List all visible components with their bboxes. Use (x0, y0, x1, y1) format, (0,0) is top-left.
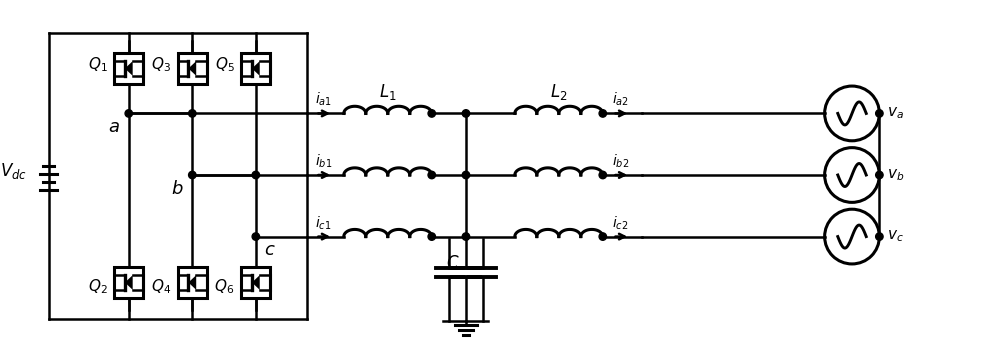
Text: $v_a$: $v_a$ (887, 106, 904, 121)
Circle shape (189, 171, 196, 179)
Bar (241, 267, 270, 298)
Circle shape (252, 233, 260, 240)
Text: $v_c$: $v_c$ (887, 229, 904, 244)
Circle shape (125, 110, 132, 117)
Circle shape (462, 171, 470, 179)
Text: $a$: $a$ (108, 118, 120, 136)
Text: $C$: $C$ (446, 254, 459, 272)
Text: $Q_3$: $Q_3$ (151, 55, 171, 74)
Circle shape (599, 233, 606, 240)
Text: $Q_1$: $Q_1$ (88, 55, 107, 74)
Circle shape (189, 110, 196, 117)
Text: $i_{c2}$: $i_{c2}$ (612, 214, 629, 232)
Text: $L_1$: $L_1$ (379, 82, 397, 102)
Text: $Q_6$: $Q_6$ (214, 277, 234, 296)
Text: $i_{a1}$: $i_{a1}$ (315, 91, 332, 108)
Text: $i_{b2}$: $i_{b2}$ (612, 153, 629, 170)
Circle shape (876, 233, 883, 240)
Circle shape (428, 110, 435, 117)
Text: $v_b$: $v_b$ (887, 167, 904, 183)
Polygon shape (188, 275, 196, 290)
Text: $i_{b1}$: $i_{b1}$ (315, 153, 332, 170)
Text: $L_2$: $L_2$ (550, 82, 568, 102)
Polygon shape (252, 275, 260, 290)
Text: $i_{c1}$: $i_{c1}$ (315, 214, 331, 232)
Circle shape (428, 171, 435, 179)
Polygon shape (252, 61, 260, 76)
Circle shape (462, 233, 470, 240)
Polygon shape (188, 61, 196, 76)
Circle shape (599, 110, 606, 117)
Text: $Q_2$: $Q_2$ (88, 277, 107, 296)
Bar (178, 53, 207, 84)
Text: $i_{a2}$: $i_{a2}$ (612, 91, 629, 108)
Circle shape (428, 233, 435, 240)
Bar (114, 53, 143, 84)
Polygon shape (125, 275, 133, 290)
Text: $V_{dc}$: $V_{dc}$ (0, 161, 27, 181)
Bar (241, 53, 270, 84)
Text: $Q_4$: $Q_4$ (151, 277, 171, 296)
Bar (178, 267, 207, 298)
Bar (114, 267, 143, 298)
Circle shape (252, 171, 260, 179)
Text: $Q_5$: $Q_5$ (215, 55, 234, 74)
Circle shape (462, 110, 470, 117)
Circle shape (876, 171, 883, 179)
Text: $c$: $c$ (264, 241, 275, 259)
Circle shape (876, 110, 883, 117)
Circle shape (599, 171, 606, 179)
Text: $b$: $b$ (171, 180, 184, 198)
Polygon shape (125, 61, 133, 76)
